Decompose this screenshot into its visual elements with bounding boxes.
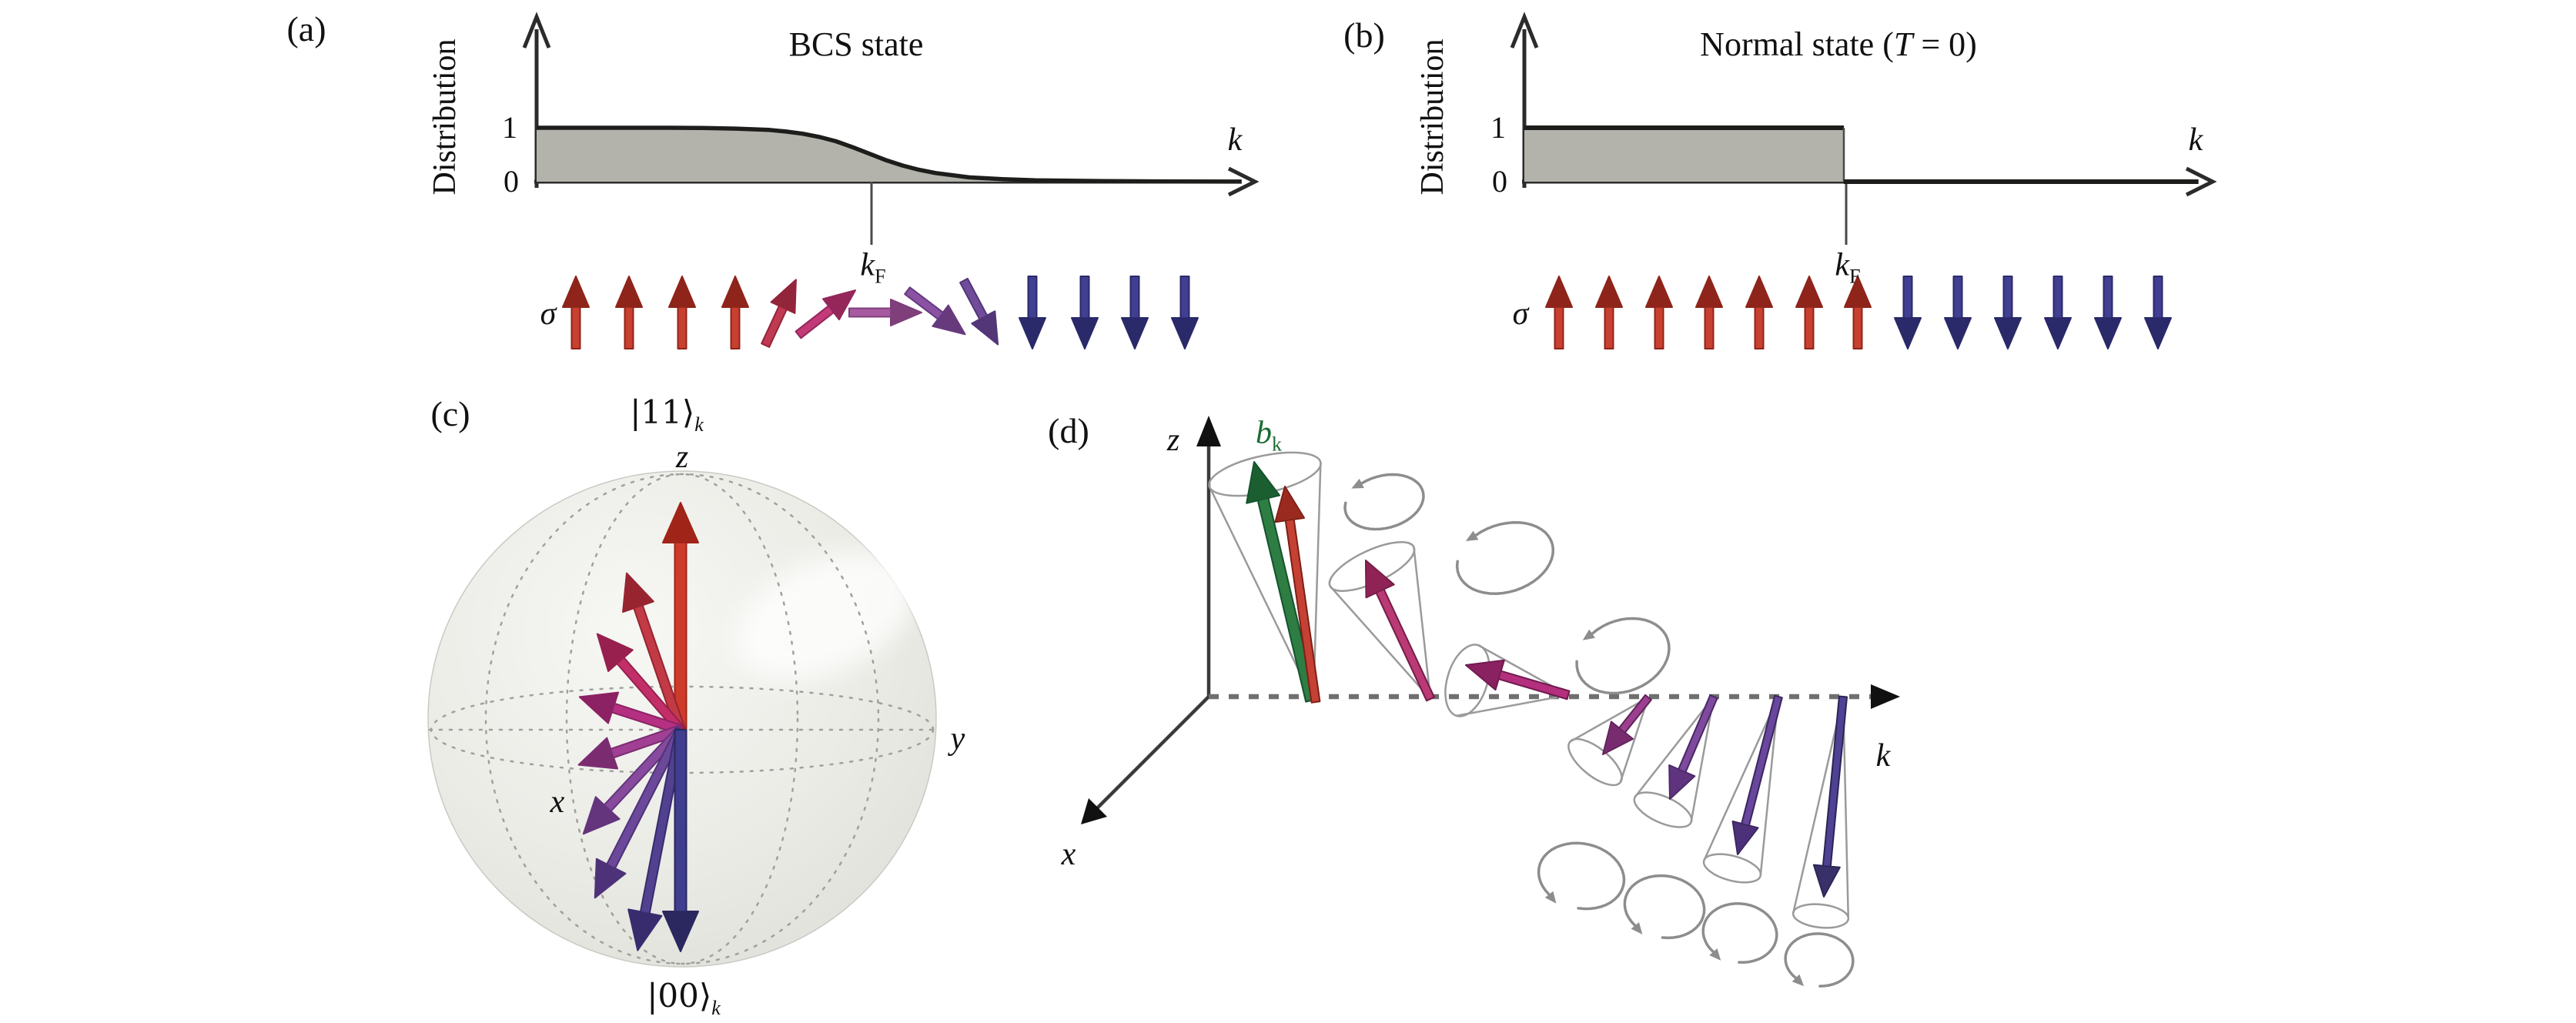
panel-b-xlabel: k <box>2188 122 2203 158</box>
precession-cones <box>1208 451 1850 929</box>
panel-a-sigma-label: σ <box>540 296 557 332</box>
panel-a-xlabel: k <box>1227 122 1243 158</box>
panel-b-sigma-label: σ <box>1512 296 1529 332</box>
panel-a-tag: (a) <box>286 9 326 48</box>
b-field-sub: k <box>1271 433 1283 456</box>
panel-a-kf-tick-label: kF <box>860 249 885 287</box>
kf-main: k <box>860 247 875 283</box>
state-00-label: |00⟩k <box>647 980 721 1018</box>
panel-d-k-label: k <box>1875 738 1891 774</box>
state-11-label: |11⟩k <box>630 396 704 435</box>
panel-a-ylabel: Distribution <box>427 38 463 196</box>
title-post: = 0) <box>1912 25 1977 63</box>
ket-11-sub: k <box>694 413 704 436</box>
bloch-z-label: z <box>675 440 689 475</box>
panel-a-spin-arrows <box>562 276 1199 349</box>
panel-a-ytick-1: 1 <box>502 110 517 145</box>
panel-b-ylabel: Distribution <box>1415 38 1450 196</box>
kf-sub: F <box>1849 265 1861 288</box>
bloch-y-label: y <box>950 721 965 757</box>
panel-a-title: BCS state <box>788 25 924 63</box>
b-field-label: bk <box>1256 417 1282 455</box>
panel-b-spin-arrows <box>1545 276 2172 349</box>
panel-a-ytick-0: 0 <box>503 164 519 199</box>
title-T: T <box>1893 25 1913 63</box>
b-field-main: b <box>1255 415 1272 451</box>
panel-d-tag: (d) <box>1048 411 1089 450</box>
panel-b-distribution-step <box>1524 125 2199 184</box>
panel-b-ytick-0: 0 <box>1492 164 1507 199</box>
panel-d-spin-arrows <box>1246 461 1848 898</box>
panel-c-tag: (c) <box>430 394 470 433</box>
panel-d-z-label: z <box>1166 423 1180 458</box>
panel-d-x-label: x <box>1061 837 1076 872</box>
sphere-highlight <box>734 551 916 680</box>
kf-main: k <box>1835 247 1850 283</box>
panel-b-tag: (b) <box>1343 15 1385 55</box>
panel-b-ytick-1: 1 <box>1490 110 1506 145</box>
panel-b-kf-tick-label: kF <box>1835 249 1860 287</box>
bloch-x-label: x <box>550 784 565 820</box>
bloch-spin-fan <box>577 502 699 952</box>
title-pre: Normal state ( <box>1700 25 1894 63</box>
panel-d-axes <box>1081 416 1900 824</box>
ket-00-sub: k <box>711 996 721 1019</box>
kf-sub: F <box>875 265 886 288</box>
precession-arrows <box>1343 473 1855 988</box>
panel-b-title: Normal state (T = 0) <box>1700 28 1977 62</box>
panel-a-distribution-curve <box>537 125 1242 184</box>
ket-00: |00⟩ <box>647 977 712 1015</box>
ket-11: |11⟩ <box>630 393 695 432</box>
bloch-sphere <box>427 470 937 968</box>
